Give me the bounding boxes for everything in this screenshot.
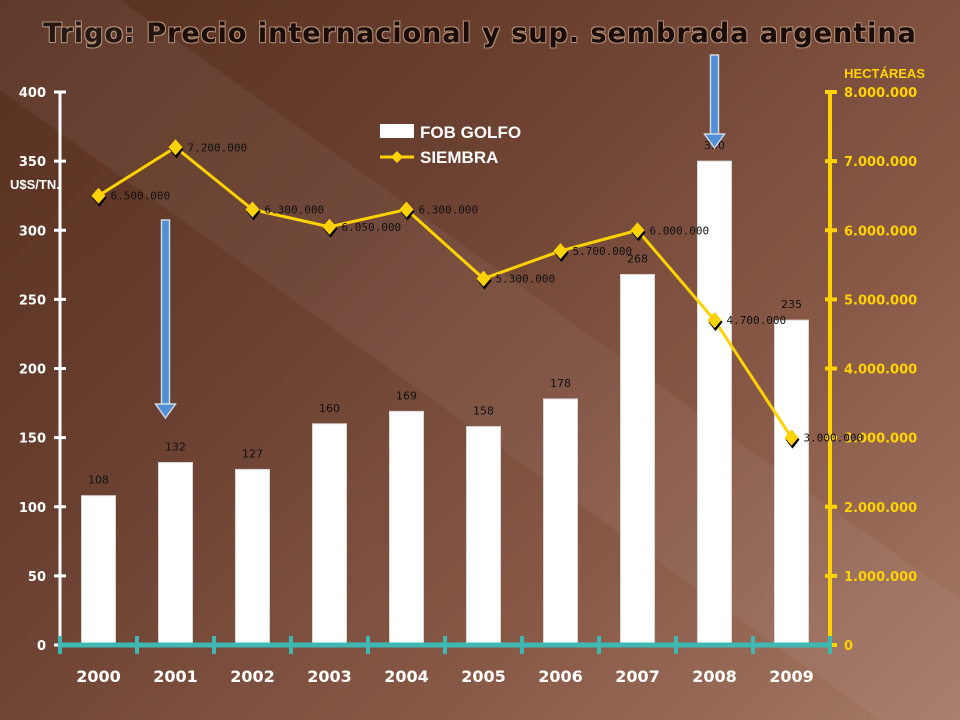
bar-fob-golfo [235,468,270,646]
left-tick-label: 250 [19,293,46,308]
bar-value-label: 127 [242,447,263,460]
bar-fob-golfo [81,495,116,646]
marker-siembra [322,218,337,235]
x-tick-label: 2008 [692,667,737,686]
bar-value-label: 169 [396,389,417,402]
bar-value-label: 178 [550,377,571,390]
bar-value-label: 268 [627,252,648,265]
marker-siembra [553,242,568,259]
x-tick-label: 2000 [76,667,121,686]
right-tick-label: 5.000.000 [844,293,917,308]
x-tick-label: 2009 [769,667,814,686]
line-value-label: 3.000.000 [804,432,864,445]
bar-value-label: 235 [781,298,802,311]
marker-siembra [168,139,183,156]
down-arrow-icon [160,219,171,405]
bar-fob-golfo [543,398,578,646]
right-tick-label: 0 [844,639,853,654]
marker-siembra [784,429,799,446]
line-value-label: 4.700.000 [727,314,787,327]
left-tick-label: 50 [28,570,46,585]
legend-swatch-bar [380,124,414,138]
bar-fob-golfo [312,423,347,646]
marker-siembra [245,201,260,218]
line-value-label: 6.300.000 [419,204,479,217]
x-tick-label: 2006 [538,667,583,686]
line-value-label: 6.050.000 [342,221,402,234]
right-tick-label: 8.000.000 [844,86,917,101]
legend-label-siembra: SIEMBRA [420,148,498,167]
marker-siembra [707,312,722,329]
left-tick-label: 150 [19,432,46,447]
bar-fob-golfo [389,410,424,646]
line-value-label: 5.300.000 [496,273,556,286]
line-value-label: 5.700.000 [573,245,633,258]
bar-fob-golfo [466,426,501,646]
marker-siembra [476,270,491,287]
right-axis-title: HECTÁREAS [844,66,925,81]
line-siembra [97,145,793,439]
legend-swatch-marker [391,151,403,163]
right-tick-label: 3.000.000 [844,432,917,447]
right-tick-label: 1.000.000 [844,570,917,585]
chart-title: Trigo: Precio internacional y sup. sembr… [43,18,917,49]
marker-siembra [399,201,414,218]
right-tick-label: 6.000.000 [844,224,917,239]
left-tick-label: 350 [19,155,46,170]
bar-fob-golfo [697,160,732,646]
marker-siembra [630,222,645,239]
bar-fob-golfo [158,462,193,646]
left-tick-label: 300 [19,224,46,239]
left-tick-label: 200 [19,363,46,378]
right-tick-label: 4.000.000 [844,363,917,378]
down-arrow-icon [709,54,720,135]
line-value-label: 7.200.000 [188,141,248,154]
x-tick-label: 2007 [615,667,660,686]
x-tick-label: 2001 [153,667,198,686]
bar-value-label: 160 [319,402,340,415]
marker-siembra [91,187,106,204]
left-tick-label: 0 [37,639,46,654]
left-axis-title: U$S/TN. [10,177,60,192]
bar-fob-golfo [620,273,655,646]
line-value-label: 6.000.000 [650,224,710,237]
bar-fob-golfo [774,319,809,646]
x-tick-label: 2004 [384,667,429,686]
right-tick-label: 7.000.000 [844,155,917,170]
x-tick-label: 2005 [461,667,506,686]
down-arrow-head-icon [154,403,177,420]
line-value-label: 6.300.000 [265,204,325,217]
x-tick-label: 2003 [307,667,352,686]
x-tick-label: 2002 [230,667,275,686]
left-tick-label: 100 [19,501,46,516]
down-arrow-head-icon [703,133,726,150]
legend-label-fob-golfo: FOB GOLFO [420,123,521,142]
left-tick-label: 400 [19,86,46,101]
right-tick-label: 2.000.000 [844,501,917,516]
bar-value-label: 158 [473,405,494,418]
bar-value-label: 108 [88,474,109,487]
bar-value-label: 132 [165,441,186,454]
line-value-label: 6.500.000 [111,190,171,203]
